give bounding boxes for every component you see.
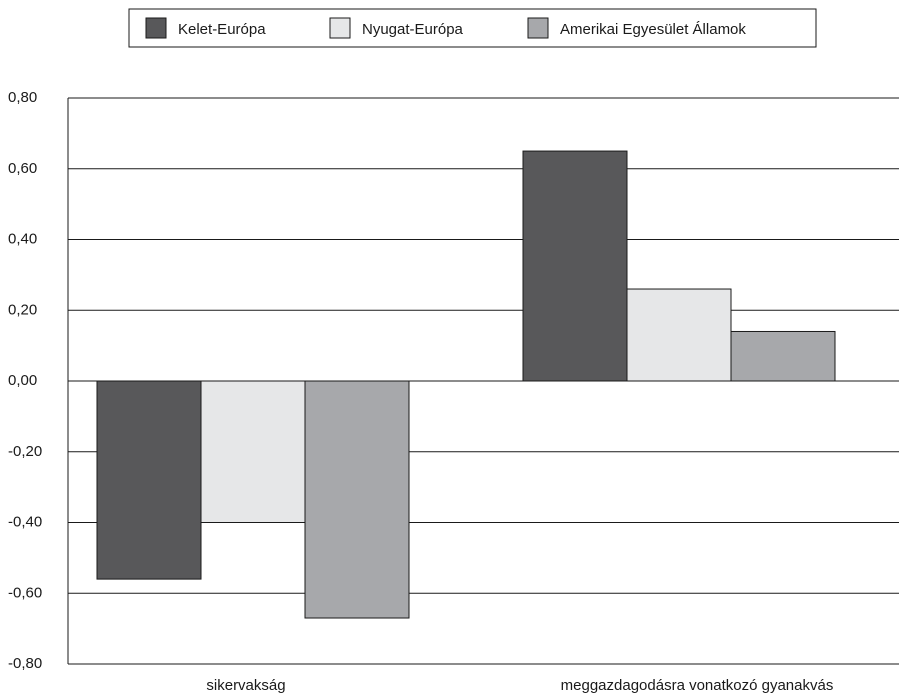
legend-label: Kelet-Európa [178,21,266,38]
bar-1-1 [96,380,202,580]
y-tick-label: -0,60 [8,584,42,601]
x-axis-labels: sikervakság meggazdagodásra vonatkozó gya… [206,677,833,694]
y-tick-label: 0,00 [8,372,37,389]
legend-swatch [145,17,167,39]
legend-label: Amerikai Egyesület Államok [560,21,746,38]
y-tick-label: 0,60 [8,160,37,177]
bar-2-2 [626,288,732,382]
bar-1-2 [522,150,628,382]
y-tick-label: -0,20 [8,443,42,460]
bar-2-1 [200,380,306,523]
y-axis-ticks: 0,80 0,60 0,40 0,20 0,00 -0,20 -0,40 -0,60 -0,80 [8,89,42,672]
legend-box [128,8,817,48]
x-category-label: sikervakság [206,677,285,694]
legend-label: Nyugat-Európa [362,21,464,38]
legend-swatch [329,17,351,39]
y-tick-label: -0,80 [8,655,42,672]
bar-3-1 [304,380,410,619]
y-tick-label: 0,20 [8,301,37,318]
legend: Kelet-Európa Nyugat-Európa Amerikai Egyesü… [128,8,817,48]
x-category-label: meggazdagodásra vonatkozó gyanakvás [561,677,834,694]
gridlines [68,97,899,665]
y-tick-label: 0,80 [8,89,37,106]
y-tick-label: -0,40 [8,514,42,531]
legend-swatch [527,17,549,39]
y-tick-label: 0,40 [8,231,37,248]
bars [96,150,836,619]
bar-3-2 [730,330,836,382]
